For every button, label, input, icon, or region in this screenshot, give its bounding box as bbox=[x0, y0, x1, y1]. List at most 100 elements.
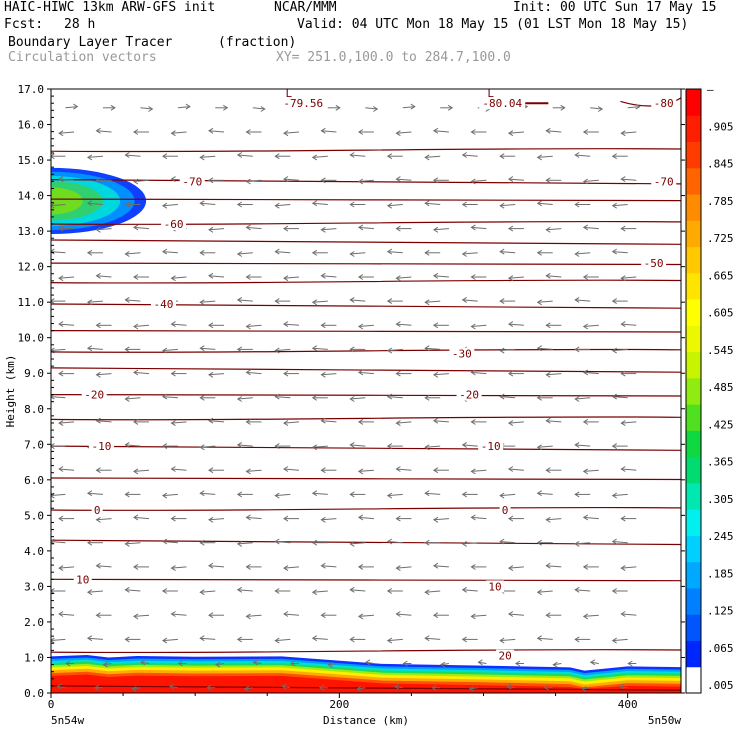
colorbar-label: .125 bbox=[707, 605, 734, 618]
vector-arrowhead bbox=[545, 322, 551, 329]
y-tick-label: 14.0 bbox=[18, 190, 45, 203]
vector-arrowhead bbox=[58, 321, 64, 328]
vector-arrow bbox=[208, 518, 225, 521]
vector-arrowhead bbox=[349, 251, 355, 257]
vector-arrow bbox=[171, 131, 187, 134]
vector-arrow bbox=[246, 614, 262, 617]
vector-arrowhead bbox=[170, 466, 176, 472]
vector-arrow bbox=[425, 637, 441, 640]
vector-arrow bbox=[500, 251, 516, 254]
vector-arrow bbox=[208, 373, 225, 376]
vector-arrowhead bbox=[424, 539, 430, 546]
vector-arrowhead bbox=[124, 540, 130, 547]
vector-arrowhead bbox=[424, 444, 430, 451]
vector-arrow bbox=[583, 226, 599, 230]
vector-arrowhead bbox=[349, 540, 355, 547]
colorbar-swatch bbox=[686, 115, 701, 143]
contour-label: -80 bbox=[654, 97, 674, 110]
vector-arrowhead bbox=[161, 588, 168, 594]
vector-arrowhead bbox=[536, 635, 542, 642]
vector-arrowhead bbox=[461, 441, 467, 448]
vector-arrowhead bbox=[611, 443, 617, 450]
vector-arrowhead bbox=[611, 347, 617, 354]
vector-arrowhead bbox=[395, 611, 401, 617]
vector-arrow bbox=[200, 637, 216, 640]
vector-arrow bbox=[358, 179, 374, 182]
vector-arrowhead bbox=[320, 226, 326, 233]
vector-arrow bbox=[546, 518, 562, 521]
colorbar-swatch bbox=[686, 377, 701, 405]
vector-arrowhead bbox=[611, 492, 617, 499]
vector-arrowhead bbox=[357, 178, 364, 185]
contour-line bbox=[51, 220, 681, 226]
vector-arrow bbox=[471, 179, 487, 182]
vector-arrowhead bbox=[386, 637, 393, 644]
vector-arrowhead bbox=[170, 611, 176, 617]
vector-arrowhead bbox=[95, 562, 101, 569]
vector-arrowhead bbox=[499, 492, 505, 499]
vector-arrow bbox=[590, 661, 599, 664]
vector-arrow bbox=[537, 155, 553, 158]
vector-arrow bbox=[402, 106, 415, 109]
vector-arrow bbox=[433, 275, 449, 278]
vector-arrowhead bbox=[611, 538, 617, 545]
vector-arrowhead bbox=[51, 202, 55, 209]
y-tick-label: 3.0 bbox=[24, 580, 44, 593]
vector-arrowhead bbox=[507, 565, 514, 572]
vector-arrowhead bbox=[620, 420, 626, 427]
contour-label: -10 bbox=[92, 440, 112, 453]
vector-arrowhead bbox=[320, 127, 326, 134]
vector-arrowhead bbox=[161, 637, 168, 644]
vector-arrow bbox=[237, 589, 253, 592]
colorbar-label: .305 bbox=[707, 493, 734, 506]
vector-arrow bbox=[215, 663, 225, 666]
vector-arrow bbox=[471, 469, 487, 472]
contour-label: -70 bbox=[182, 175, 202, 188]
vector-arrow bbox=[51, 396, 66, 399]
vector-arrow bbox=[396, 421, 412, 424]
contour-label: -20 bbox=[459, 389, 479, 402]
vector-arrow bbox=[312, 637, 328, 640]
vector-arrowhead bbox=[424, 154, 430, 161]
vector-arrow bbox=[96, 275, 112, 278]
vector-arrow bbox=[387, 204, 403, 207]
vector-arrow bbox=[433, 518, 449, 521]
vector-arrowhead bbox=[311, 539, 318, 546]
vector-arrowhead bbox=[327, 661, 333, 668]
vector-arrowhead bbox=[95, 417, 101, 424]
vector-arrowhead bbox=[86, 249, 93, 256]
vector-arrow bbox=[87, 155, 103, 158]
vector-arrow bbox=[200, 492, 216, 495]
vector-arrow bbox=[169, 686, 178, 689]
contour-line bbox=[51, 445, 681, 451]
colorbar-swatch bbox=[686, 587, 701, 615]
contour-label-bg bbox=[479, 97, 526, 110]
vector-arrow bbox=[200, 590, 216, 593]
vector-arrowhead bbox=[499, 393, 505, 400]
vector-arrowhead bbox=[432, 177, 439, 184]
vector-arrowhead bbox=[51, 248, 55, 255]
vector-arrowhead bbox=[95, 467, 101, 474]
vector-arrow bbox=[244, 687, 253, 690]
vector-arrowhead bbox=[311, 299, 318, 306]
vector-arrow bbox=[621, 131, 637, 134]
contour-label: -70 bbox=[654, 175, 674, 188]
x-axis-label: Distance (km) bbox=[323, 714, 409, 727]
vector-arrow bbox=[51, 348, 66, 352]
vector-arrowhead bbox=[311, 490, 318, 497]
vector-arrowhead bbox=[507, 420, 514, 427]
vector-arrowhead bbox=[470, 178, 476, 185]
vector-arrowhead bbox=[58, 275, 64, 282]
vector-arrow bbox=[275, 251, 291, 254]
vector-arrow bbox=[162, 204, 178, 207]
vector-arrow bbox=[462, 589, 478, 592]
vector-arrowhead bbox=[56, 683, 62, 690]
vector-arrowhead bbox=[320, 612, 326, 619]
colorbar-swatch bbox=[686, 246, 701, 274]
vector-arrow bbox=[387, 493, 403, 497]
vector-arrow bbox=[575, 397, 591, 400]
vector-arrowhead bbox=[470, 418, 476, 425]
vector-arrowhead bbox=[386, 248, 393, 255]
vector-arrow bbox=[433, 565, 449, 568]
vector-arrowhead bbox=[274, 393, 280, 400]
